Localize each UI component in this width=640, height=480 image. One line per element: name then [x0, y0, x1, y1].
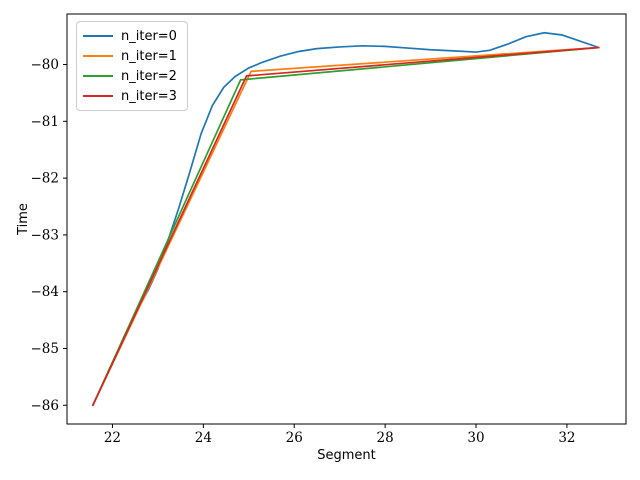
y-axis-ticks: −80 −81 −82 −83 −84 −85 −86 — [31, 57, 67, 414]
legend-label: n_iter=3 — [121, 88, 177, 104]
y-tick-label: −80 — [31, 57, 60, 73]
y-tick-label: −84 — [31, 284, 60, 300]
legend-entry: n_iter=1 — [83, 46, 177, 66]
series-line-n_iter=3 — [92, 46, 600, 407]
legend-line-sample — [83, 35, 113, 37]
legend-label: n_iter=0 — [121, 28, 177, 44]
x-axis-ticks: 22 24 26 28 30 32 — [104, 424, 576, 446]
x-tick-label: 26 — [286, 430, 303, 446]
x-tick-label: 28 — [377, 430, 394, 446]
legend-entry: n_iter=3 — [83, 86, 177, 106]
x-tick-label: 32 — [558, 430, 575, 446]
x-tick-label: 30 — [467, 430, 484, 446]
y-tick-label: −83 — [31, 227, 60, 243]
legend-entry: n_iter=2 — [83, 66, 177, 86]
legend-line-sample — [83, 55, 113, 57]
series-line-n_iter=2 — [92, 46, 600, 407]
axes-frame — [66, 13, 627, 425]
x-tick-label: 24 — [195, 430, 212, 446]
x-tick-label: 22 — [104, 430, 121, 446]
legend-line-sample — [83, 75, 113, 77]
legend-label: n_iter=1 — [121, 48, 177, 64]
legend-label: n_iter=2 — [121, 68, 177, 84]
y-tick-label: −81 — [31, 114, 60, 130]
legend: n_iter=0 n_iter=1 n_iter=2 n_iter=3 — [76, 21, 188, 111]
y-tick-label: −82 — [31, 171, 60, 187]
legend-entry: n_iter=0 — [83, 26, 177, 46]
y-axis-label: Time — [16, 203, 31, 236]
y-tick-label: −85 — [31, 341, 60, 357]
x-axis-label: Segment — [317, 448, 376, 463]
series-lines — [92, 31, 600, 407]
legend-line-sample — [83, 95, 113, 97]
y-tick-label: −86 — [31, 398, 60, 414]
plot-border — [66, 13, 627, 425]
